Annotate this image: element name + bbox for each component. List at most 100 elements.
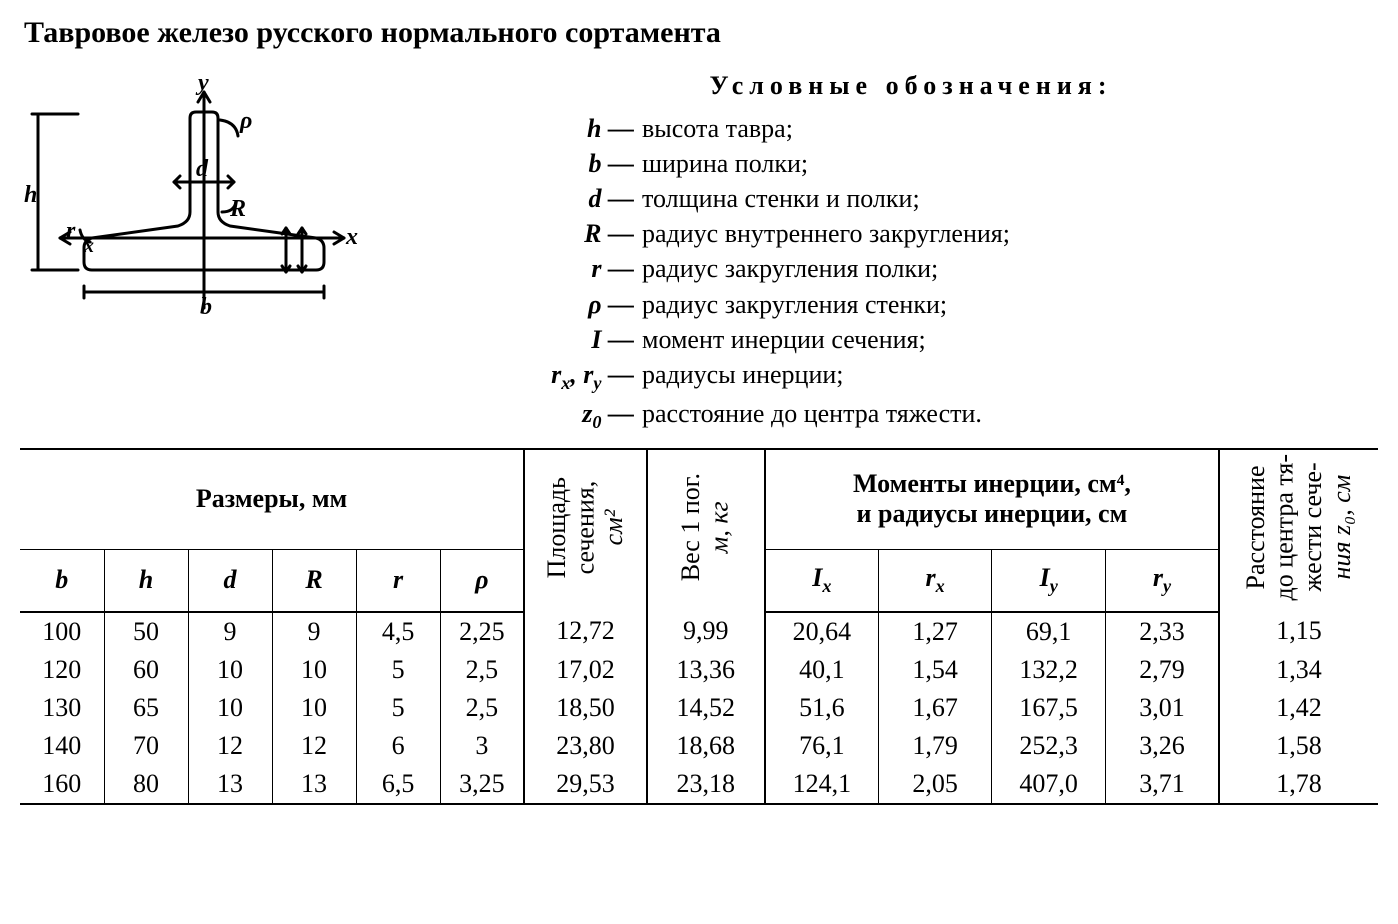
tsection-svg: y ρ d R h r x x b [24,62,364,322]
col-rx: rx [878,549,992,612]
legend-desc: радиус закругления полки; [642,251,1378,286]
table-cell: 1,54 [878,651,992,689]
legend-row: rx, ry — радиусы инерции; [524,357,1378,396]
table-cell: 60 [104,651,188,689]
col-weight: Вес 1 пог.м, кг [647,449,765,611]
table-cell: 17,02 [524,651,647,689]
diagram-label-d: d [196,156,209,182]
table-cell: 1,78 [1219,765,1378,804]
table-cell: 3,01 [1105,689,1219,727]
col-Ix: Ix [765,549,879,612]
legend-desc: толщина стенки и полки; [642,181,1378,216]
table-cell: 12 [188,727,272,765]
legend-row: z0 — расстояние до центра тяжести. [524,396,1378,435]
table-cell: 76,1 [765,727,879,765]
legend-row: R — радиус внутреннего закругления; [524,216,1378,251]
table-cell: 69,1 [992,612,1106,651]
table-cell: 100 [20,612,104,651]
table-cell: 3 [440,727,524,765]
col-r: r [356,549,440,612]
table-cell: 18,50 [524,689,647,727]
table-cell: 9 [188,612,272,651]
col-h: h [104,549,188,612]
table-cell: 9,99 [647,612,765,651]
table-head: Размеры, мм Площадьсечения,см² Вес 1 пог… [20,449,1378,611]
table-cell: 23,18 [647,765,765,804]
page-title: Тавровое железо русского нормального сор… [24,16,1378,50]
table-cell: 1,27 [878,612,992,651]
table-cell: 18,68 [647,727,765,765]
table-cell: 2,5 [440,651,524,689]
table-cell: 50 [104,612,188,651]
legend-sym: h — [524,111,642,146]
table-cell: 6,5 [356,765,440,804]
legend: Условные обозначения: h — высота тавра; … [404,62,1378,434]
table-cell: 40,1 [765,651,879,689]
upper-block: y ρ d R h r x x b Условные обозначения: … [20,62,1378,434]
legend-desc: радиусы инерции; [642,357,1378,392]
diagram-label-y: y [195,70,209,96]
table-row: 1608013136,53,2529,5323,18124,12,05407,0… [20,765,1378,804]
table-cell: 140 [20,727,104,765]
table-cell: 130 [20,689,104,727]
legend-sym: b — [524,146,642,181]
table-cell: 2,79 [1105,651,1219,689]
diagram-label-x: x [345,224,358,250]
table-row: 13065101052,518,5014,5251,61,67167,53,01… [20,689,1378,727]
table-cell: 13 [272,765,356,804]
legend-sym: I — [524,322,642,357]
table-cell: 132,2 [992,651,1106,689]
legend-title: Условные обозначения: [404,68,1378,103]
table-cell: 2,5 [440,689,524,727]
table-cell: 14,52 [647,689,765,727]
table-cell: 10 [272,651,356,689]
diagram-label-r: r [66,218,76,244]
table-row: 10050994,52,2512,729,9920,641,2769,12,33… [20,612,1378,651]
diagram-label-b: b [200,294,212,320]
table-cell: 5 [356,689,440,727]
col-group-dimensions: Размеры, мм [20,449,524,549]
table-cell: 252,3 [992,727,1106,765]
diagram-label-rho: ρ [239,108,252,134]
table-cell: 10 [272,689,356,727]
col-ry: ry [1105,549,1219,612]
legend-desc: расстояние до центра тяжести. [642,396,1378,431]
table-cell: 1,58 [1219,727,1378,765]
table-cell: 3,26 [1105,727,1219,765]
legend-row: h — высота тавра; [524,111,1378,146]
table-cell: 160 [20,765,104,804]
table-cell: 29,53 [524,765,647,804]
diagram-label-x2: x [83,235,94,257]
table-cell: 13,36 [647,651,765,689]
legend-desc: высота тавра; [642,111,1378,146]
legend-row: b — ширина полки; [524,146,1378,181]
table-cell: 6 [356,727,440,765]
col-b: b [20,549,104,612]
table-cell: 12,72 [524,612,647,651]
table-body: 10050994,52,2512,729,9920,641,2769,12,33… [20,612,1378,804]
table-row: 12060101052,517,0213,3640,11,54132,22,79… [20,651,1378,689]
tsection-diagram: y ρ d R h r x x b [24,62,364,327]
legend-sym: R — [524,216,642,251]
legend-sym: rx, ry — [524,357,642,396]
table-cell: 23,80 [524,727,647,765]
legend-desc: ширина полки; [642,146,1378,181]
table-row: 1407012126323,8018,6876,11,79252,33,261,… [20,727,1378,765]
table-cell: 10 [188,689,272,727]
diagram-label-R: R [229,196,246,222]
table-cell: 3,25 [440,765,524,804]
legend-row: ρ — радиус закругления стенки; [524,287,1378,322]
legend-desc: радиус закругления стенки; [642,287,1378,322]
table-cell: 1,79 [878,727,992,765]
table-cell: 13 [188,765,272,804]
table-cell: 51,6 [765,689,879,727]
table-cell: 9 [272,612,356,651]
table-cell: 3,71 [1105,765,1219,804]
table-cell: 1,42 [1219,689,1378,727]
properties-table: Размеры, мм Площадьсечения,см² Вес 1 пог… [20,448,1378,804]
table-cell: 4,5 [356,612,440,651]
legend-rows: h — высота тавра; b — ширина полки; d — … [404,111,1378,434]
col-Iy: Iy [992,549,1106,612]
legend-row: r — радиус закругления полки; [524,251,1378,286]
col-z0: Расстояниедо центра тя-жести сече-ния z₀… [1219,449,1378,611]
